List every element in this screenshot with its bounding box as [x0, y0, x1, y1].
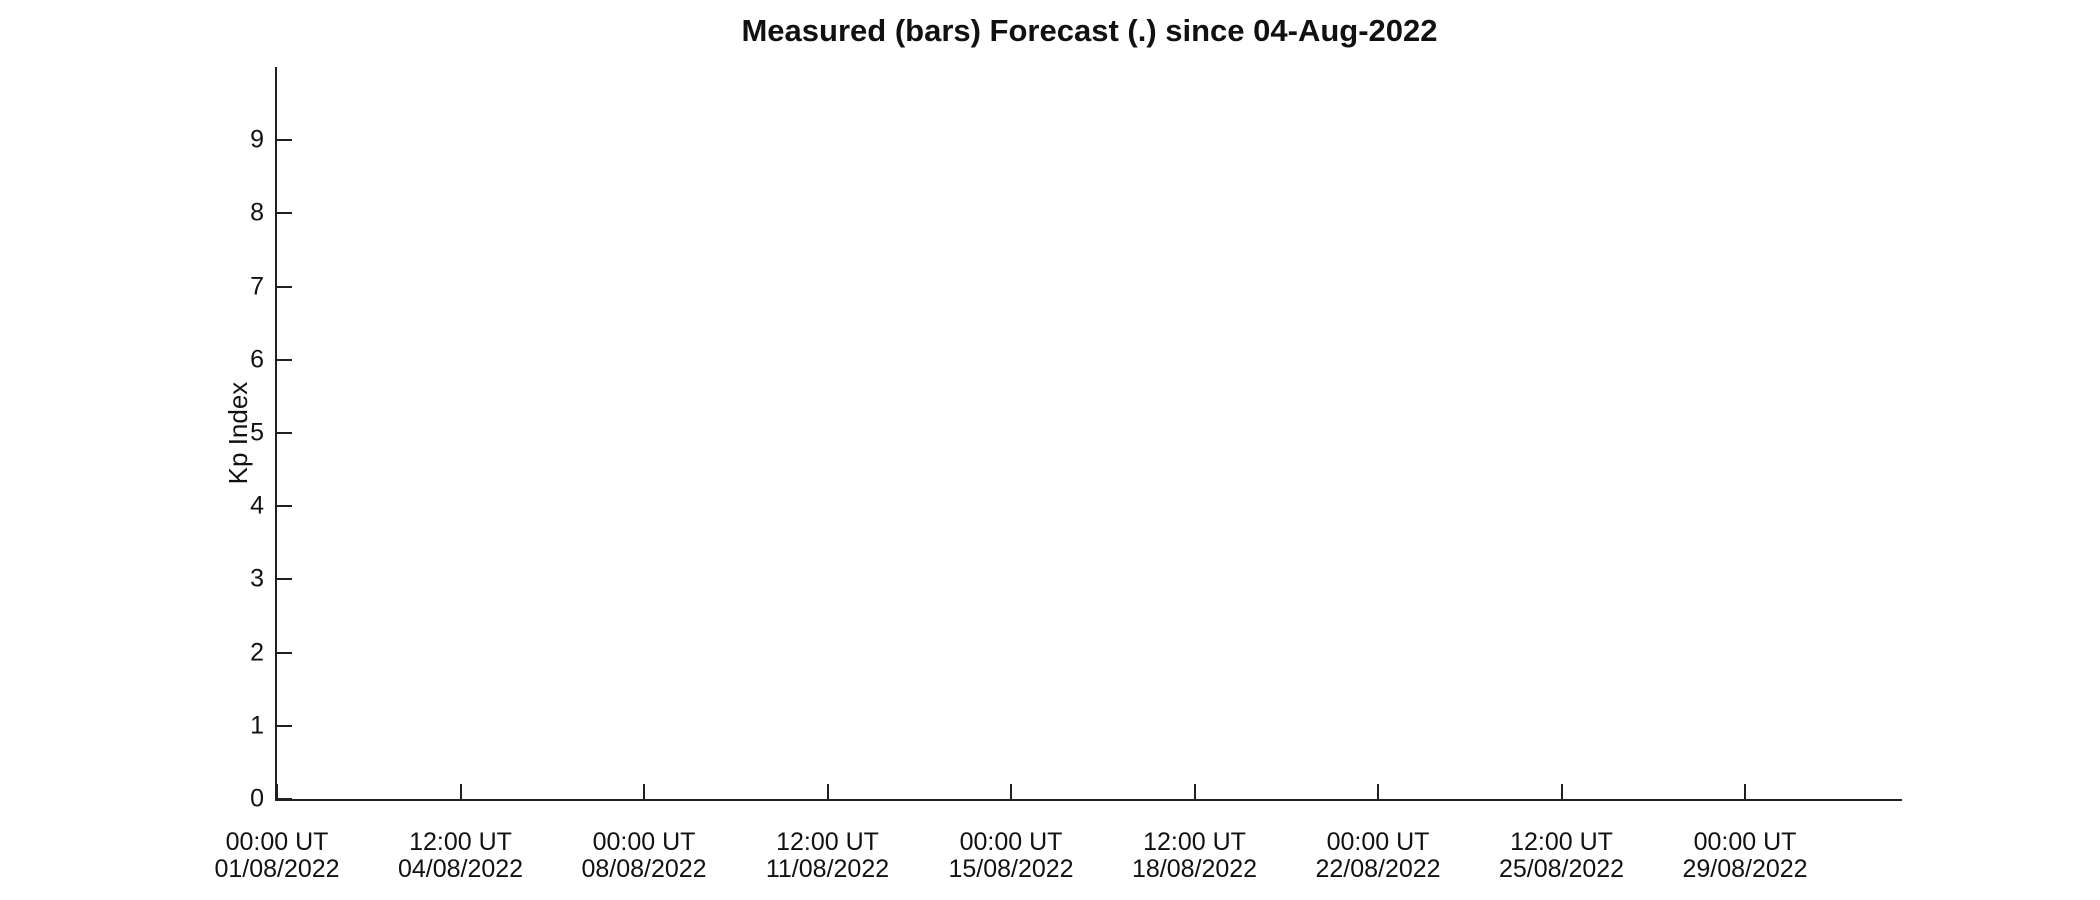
- x-tick-mark: [643, 784, 645, 799]
- y-tick-label: 8: [250, 198, 264, 227]
- y-tick-label: 7: [250, 272, 264, 301]
- x-tick-label: 12:00 UT 11/08/2022: [766, 829, 889, 883]
- x-tick-mark: [1193, 784, 1196, 799]
- x-tick-label: 00:00 UT 29/08/2022: [1682, 829, 1807, 883]
- x-tick-time: 00:00 UT: [1693, 828, 1797, 856]
- y-tick-label: 6: [250, 345, 264, 374]
- x-tick-time: 00:00 UT: [1326, 828, 1430, 856]
- x-tick-time: 00:00 UT: [225, 828, 329, 856]
- y-tick-mark: [277, 651, 292, 654]
- x-tick-date: 18/08/2022: [1131, 855, 1258, 883]
- y-tick-mark: [277, 212, 292, 215]
- x-tick-date: 29/08/2022: [1682, 855, 1808, 883]
- x-tick-date: 22/08/2022: [1315, 855, 1441, 883]
- chart-title: Measured (bars) Forecast (.) since 04-Au…: [741, 13, 1438, 48]
- x-tick-label: 00:00 UT 15/08/2022: [948, 829, 1073, 883]
- plot-area: 0 1 2 3 4 5 6 7 8 9 00:00 UT 01/08/2022 12:00 UT 04/0…: [214, 67, 1902, 883]
- x-tick-label: 12:00 UT 25/08/2022: [1499, 829, 1624, 883]
- y-tick-label: 4: [250, 491, 264, 520]
- y-tick-mark: [277, 358, 292, 361]
- x-tick-time: 00:00 UT: [592, 828, 696, 856]
- y-tick-mark: [277, 285, 292, 288]
- x-tick-mark: [276, 784, 278, 799]
- x-tick-date: 15/08/2022: [948, 855, 1074, 883]
- x-tick-mark: [1744, 784, 1746, 799]
- x-tick-mark: [1560, 784, 1563, 799]
- y-tick-mark: [277, 724, 292, 727]
- x-tick-mark: [1010, 784, 1012, 799]
- x-tick-label: 00:00 UT 22/08/2022: [1315, 829, 1440, 883]
- x-tick-date: 01/08/2022: [214, 855, 340, 883]
- x-tick-mark: [459, 784, 462, 799]
- y-tick-label: 3: [250, 564, 264, 593]
- y-tick-label: 5: [250, 418, 264, 447]
- y-tick-label: 9: [250, 125, 264, 154]
- y-tick-mark: [277, 432, 292, 434]
- x-tick-label: 00:00 UT 01/08/2022: [214, 829, 339, 883]
- x-tick-time: 12:00 UT: [1143, 828, 1246, 856]
- x-tick-mark: [826, 784, 829, 799]
- y-tick-mark: [277, 505, 292, 508]
- x-tick-date: 08/08/2022: [581, 855, 707, 883]
- y-tick-mark: [277, 578, 292, 581]
- y-tick-label: 0: [250, 784, 264, 813]
- x-tick-label: 00:00 UT 08/08/2022: [581, 829, 706, 883]
- x-tick-time: 12:00 UT: [1510, 828, 1613, 856]
- y-axis-label: Kp Index: [223, 381, 253, 485]
- x-tick-label: 12:00 UT 18/08/2022: [1132, 829, 1257, 883]
- x-tick-label: 12:00 UT 04/08/2022: [398, 829, 523, 883]
- y-tick-mark: [277, 798, 292, 800]
- y-tick-label: 1: [250, 711, 264, 740]
- x-tick-time: 00:00 UT: [959, 828, 1063, 856]
- x-tick-time: 12:00 UT: [776, 828, 879, 856]
- x-tick-date: 11/08/2022: [765, 855, 890, 883]
- x-tick-mark: [1377, 784, 1379, 799]
- y-tick-label: 2: [250, 638, 264, 667]
- x-tick-date: 25/08/2022: [1498, 855, 1625, 883]
- y-tick-mark: [277, 139, 292, 142]
- x-tick-time: 12:00 UT: [409, 828, 512, 856]
- x-tick-date: 04/08/2022: [397, 855, 524, 883]
